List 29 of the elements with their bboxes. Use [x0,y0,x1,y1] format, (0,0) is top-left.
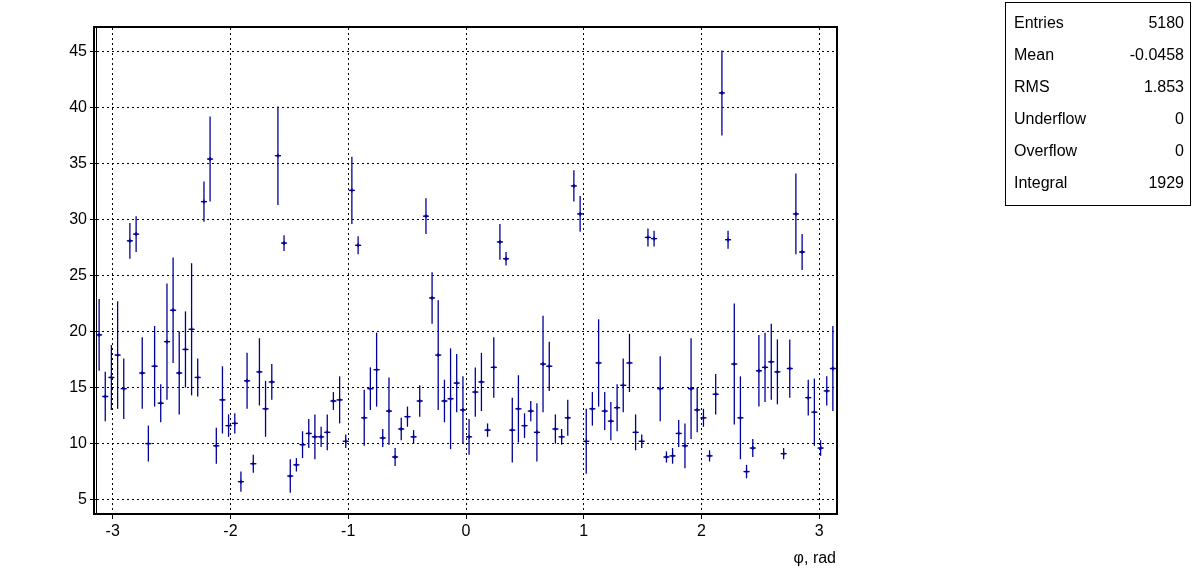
x-tick-label: 2 [697,522,707,540]
y-tick-label: 10 [69,433,88,451]
y-tick-label: 5 [78,489,88,507]
y-tick-label: 20 [69,321,88,339]
text: 1929 [1148,174,1184,192]
x-axis-title: φ, rad [793,548,836,566]
text: 5180 [1148,14,1184,32]
text: 0 [1175,110,1184,128]
y-tick-label: 45 [69,41,88,59]
y-tick-label: 40 [69,97,88,115]
x-tick-label: -2 [223,522,238,540]
x-tick-label: -3 [105,522,120,540]
y-tick-label: 15 [69,377,88,395]
text: -0.0458 [1129,46,1184,64]
text: Integral [1014,174,1068,192]
y-tick-label: 30 [69,209,88,227]
text: Entries [1014,14,1064,32]
x-tick-label: 0 [461,522,471,540]
text: Overflow [1014,142,1078,160]
x-tick-label: 3 [814,522,824,540]
text: 0 [1175,142,1184,160]
text: 1.853 [1143,78,1184,96]
text: Underflow [1014,110,1087,128]
x-tick-label: 1 [579,522,589,540]
y-tick-label: 25 [69,265,88,283]
text: Mean [1014,46,1055,64]
y-tick-label: 35 [69,153,88,171]
x-tick-label: -1 [341,522,356,540]
text: RMS [1014,78,1050,96]
